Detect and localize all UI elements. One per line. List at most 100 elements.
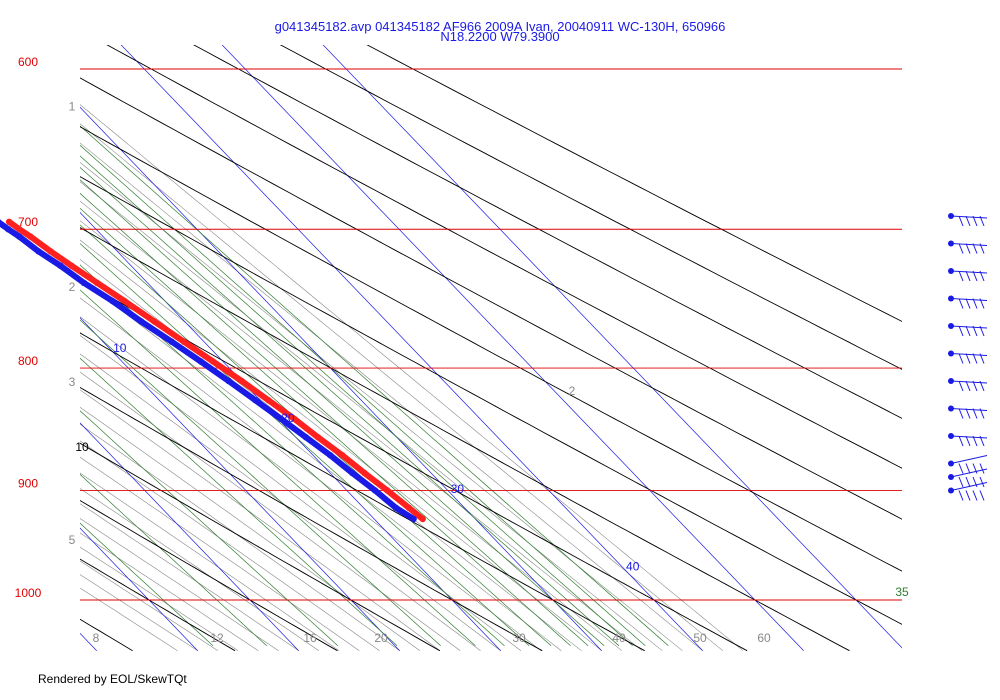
temperature-point [16, 226, 23, 233]
wind-barb-flag [965, 270, 971, 282]
dewpoint-point [0, 219, 2, 225]
height-label: 5 [69, 533, 76, 547]
wind-barb [948, 213, 988, 227]
isotherm-line [80, 527, 198, 651]
isotherm-line [80, 211, 501, 651]
wind-barb [948, 323, 988, 337]
dewpoint-point [392, 504, 399, 511]
dewpoint-point [35, 248, 42, 255]
wind-barb-staff [950, 380, 988, 384]
moist-adiabat-line [80, 335, 501, 651]
moist-adiabat-line [80, 297, 542, 651]
wind-barb-flag [958, 476, 964, 488]
dry-adiabat-line [80, 332, 645, 652]
mixing-ratio-line [80, 410, 339, 647]
wind-barb [948, 405, 988, 419]
temperature-point [68, 262, 75, 269]
wind-barb-flag [972, 380, 978, 392]
moist-adiabat-line [80, 389, 441, 651]
dry-adiabat-line [106, 45, 902, 469]
wind-barb [948, 268, 988, 282]
wind-barb-staff [950, 215, 988, 219]
wind-barbs [948, 213, 988, 501]
moist-adiabat-line [80, 456, 360, 651]
wind-barb [948, 350, 988, 364]
wind-barb-flag [979, 463, 985, 474]
temperature-point [291, 415, 298, 422]
dry-adiabats [80, 45, 902, 652]
temperature-point [264, 396, 272, 404]
wind-barb-flag [979, 215, 985, 227]
dewpoint-point [57, 262, 64, 269]
wind-barb-flag [972, 353, 978, 364]
wind-barb-flag [972, 435, 978, 447]
mixing-ratio-line [80, 319, 441, 647]
wind-barb-flag [972, 325, 978, 337]
dry-adiabat-line [80, 227, 850, 652]
moist-adiabat-line [80, 574, 198, 651]
isotherms [80, 45, 902, 651]
wind-barb-flag [979, 325, 985, 337]
isotherm-line [80, 106, 602, 651]
wind-barb-flag [958, 463, 964, 474]
temperature-point [361, 469, 368, 477]
dry-adiabat-line [80, 558, 236, 652]
mixing-ratio-label: 35 [895, 585, 909, 599]
isobar-label: 1000 [15, 586, 42, 600]
moist-adiabat-label: 30 [512, 631, 526, 645]
wind-barb-flag [965, 490, 971, 501]
temperature-point [47, 248, 54, 255]
temperature-point [419, 515, 426, 523]
chart-title: g041345182.avp 041345182 AF966 2009A Iva… [274, 19, 726, 34]
dry-adiabat-line [80, 279, 748, 652]
isobar-label: 800 [18, 354, 38, 368]
wind-barb-flag [958, 353, 964, 364]
wind-barb-staff [950, 435, 988, 439]
mixing-ratio-line [80, 522, 214, 647]
temperature-point [180, 338, 188, 345]
wind-barb-flag [965, 476, 971, 488]
dry-adiabat-line [80, 386, 543, 652]
moist-adiabat-line [80, 440, 380, 651]
temperature-point [93, 279, 101, 286]
moist-adiabat-label: 2 [569, 384, 576, 398]
moist-adiabats [80, 104, 744, 651]
moist-adiabat-line [80, 472, 340, 651]
moist-adiabat-line [80, 488, 320, 651]
wind-barb-flag [979, 353, 985, 364]
isotherm-line [80, 632, 97, 651]
wind-barb-flag [965, 325, 971, 337]
wind-barb-staff [950, 243, 988, 246]
isotherm-line [221, 45, 804, 651]
dry-adiabat-label: 10 [75, 440, 89, 454]
dry-adiabat-line [80, 77, 902, 520]
temperature-point [384, 487, 391, 494]
mixing-ratio-line [80, 155, 633, 647]
dewpoint-point [410, 515, 417, 523]
mixing-ratio-line [80, 207, 571, 647]
height-label: 2 [69, 280, 76, 294]
wind-barb-flag [972, 243, 978, 254]
temperature-point [121, 297, 128, 305]
height-label: 1 [69, 99, 76, 113]
isotherm-line [80, 422, 299, 651]
isotherm-line [120, 45, 703, 651]
wind-barb-staff [950, 468, 988, 478]
wind-barb-flag [979, 476, 985, 488]
wind-barb-flag [958, 298, 964, 309]
wind-barb-staff [950, 298, 988, 301]
dry-adiabat-line [80, 176, 902, 625]
wind-barb-flag [965, 435, 971, 447]
dewpoint-point [349, 469, 356, 477]
isotherm-label: 10 [113, 341, 127, 355]
wind-barb-flag [965, 353, 971, 364]
isotherm-label: 20 [281, 411, 295, 425]
wind-barb-flag [965, 215, 971, 227]
dewpoint-point [251, 396, 259, 404]
moist-adiabat-line [80, 423, 400, 651]
wind-barb-staff [950, 353, 988, 356]
wind-barb-flag [958, 490, 964, 501]
dry-adiabat-line [80, 442, 441, 652]
temperature-point [5, 218, 13, 225]
isobar-label: 600 [18, 55, 38, 69]
